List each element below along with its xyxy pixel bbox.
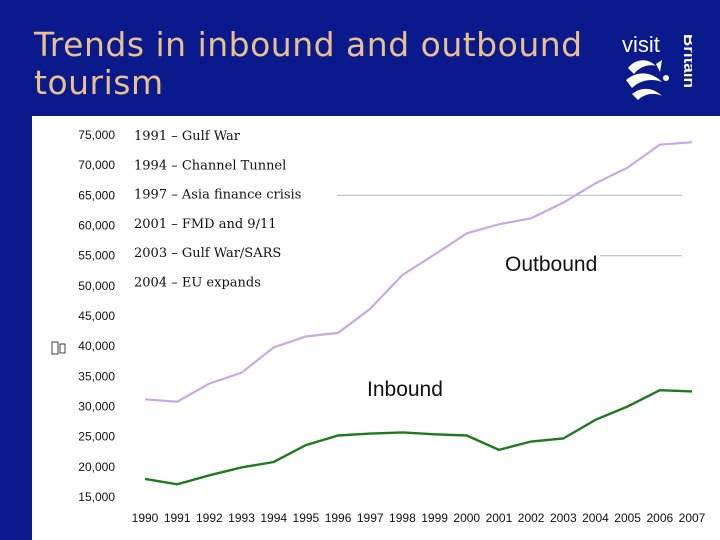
x-tick-label: 2005 (614, 511, 641, 525)
series-label: Outbound (505, 253, 597, 276)
y-tick-label: 60,000 (78, 219, 115, 233)
series-label: Inbound (367, 378, 443, 401)
x-tick-label: 1995 (293, 511, 320, 525)
x-tick-label: 1996 (325, 511, 352, 525)
chart-panel: 75,000 70,000 65,000 60,000 55,000 50,000 45,0… (32, 116, 720, 540)
y-tick-label: 15,000 (78, 490, 115, 504)
y-tick-label: 50,000 (78, 279, 115, 293)
x-tick-label: 1990 (132, 511, 159, 525)
logo-britain: Britain (680, 34, 692, 88)
y-tick-label: 45,000 (78, 309, 115, 323)
y-tick-label: 25,000 (78, 430, 115, 444)
x-tick-label: 1997 (357, 511, 384, 525)
event-annotation: 1994 – Channel Tunnel (134, 158, 286, 173)
y-tick-label: 70,000 (78, 158, 115, 172)
x-tick-label: 2006 (646, 511, 673, 525)
x-tick-label: 2003 (550, 511, 577, 525)
x-tick-label: 1994 (260, 511, 287, 525)
slide-title: Trends in inbound and outbound tourism (34, 25, 583, 102)
logo-visit: visit (622, 32, 660, 57)
event-annotation: 2004 – EU expands (134, 276, 261, 291)
y-tick-label: 65,000 (78, 188, 115, 202)
logo-emblem-icon (626, 60, 669, 100)
x-tick-label: 1993 (228, 511, 255, 525)
y-tick-label: 55,000 (78, 249, 115, 263)
y-tick-label: 40,000 (78, 339, 115, 353)
event-annotation: 2003 – Gulf War/SARS (134, 246, 281, 261)
event-annotation: 1997 – Asia finance crisis (134, 188, 301, 203)
tourism-line-chart: 75,000 70,000 65,000 60,000 55,000 50,000 45,0… (51, 128, 706, 525)
event-annotation: 1991 – Gulf War (134, 129, 241, 144)
x-tick-label: 1991 (164, 511, 191, 525)
inbound-series-line (144, 388, 693, 486)
y-tick-label: 30,000 (78, 400, 115, 414)
y-tick-label: 20,000 (78, 460, 115, 474)
x-tick-label: 2002 (518, 511, 545, 525)
x-tick-label: 2004 (582, 511, 609, 525)
y-tick-label: 35,000 (78, 369, 115, 383)
x-tick-label: 1998 (389, 511, 416, 525)
x-tick-label: 1992 (196, 511, 223, 525)
visitbritain-logo: visit Britain (622, 28, 699, 102)
event-annotation: 2001 – FMD and 9/11 (134, 217, 277, 232)
outbound-series-line (144, 141, 693, 403)
x-tick-label: 2000 (453, 511, 480, 525)
y-tick-label: 75,000 (78, 128, 115, 142)
x-tick-label: 2007 (679, 511, 706, 525)
x-tick-label: 1999 (421, 511, 448, 525)
x-tick-label: 2001 (486, 511, 513, 525)
y-axis-marker-icon (51, 341, 66, 355)
